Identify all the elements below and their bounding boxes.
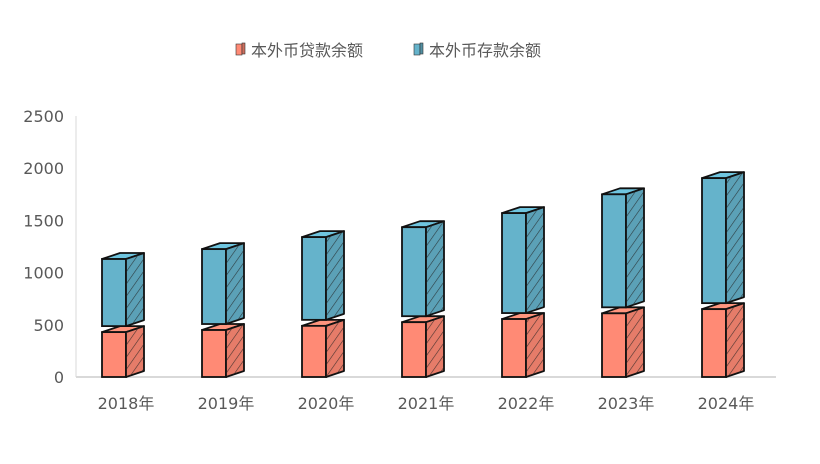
bar-loan [101,325,145,378]
bar-loan [701,302,745,378]
bar-deposit [201,242,245,325]
x-tick-label: 2019年 [198,394,255,413]
x-tick-label: 2018年 [98,394,155,413]
legend-label: 本外币存款余额 [429,41,541,60]
bar-side-hatch [226,243,244,325]
bar-deposit [401,220,445,318]
x-tick-label: 2022年 [498,394,555,413]
x-tick-label: 2024年 [698,394,755,413]
bar-side-hatch [126,253,144,327]
bar-side-hatch [626,188,644,308]
legend-item: 本外币存款余额 [413,41,541,60]
bar-deposit [301,230,345,321]
bar-front-face [401,226,427,318]
bar-front-face [201,248,227,325]
bar-front-face [601,312,627,378]
bar-loan [601,306,645,378]
bar-front-face [601,193,627,309]
bar-side-hatch [626,307,644,377]
bar-front-face [301,236,327,321]
y-tick-label: 500 [33,316,64,335]
legend-item: 本外币贷款余额 [235,41,363,60]
legend-label: 本外币贷款余额 [251,41,363,60]
bar-front-face [701,308,727,378]
bar-side-hatch [726,172,744,304]
bar-front-face [201,329,227,378]
bar-front-face [401,321,427,378]
bar-side-hatch [726,303,744,377]
legend-swatch-side [419,42,424,55]
bar-side-hatch [126,326,144,377]
bar-side-hatch [326,319,344,377]
bar-front-face [501,318,527,378]
bar-deposit [501,206,545,314]
bar-loan [201,323,245,378]
bar-side-hatch [426,221,444,317]
bar-front-face [501,212,527,314]
legend-swatch [235,43,243,56]
bar-front-face [101,331,127,378]
legend-swatch-side [241,42,246,55]
bar-deposit [601,187,645,309]
bar-deposit [101,252,145,328]
bar-loan [501,312,545,378]
bar-side-hatch [526,207,544,314]
bar-side-hatch [226,324,244,377]
bar-front-face [101,258,127,328]
bar-side-hatch [426,316,444,377]
x-tick-label: 2023年 [598,394,655,413]
y-tick-label: 2500 [23,107,64,126]
bar-front-face [701,177,727,305]
bar-side-hatch [526,313,544,377]
legend-swatch [413,43,421,56]
y-tick-label: 1000 [23,264,64,283]
bar-front-face [301,324,327,378]
bar-loan [301,318,345,378]
y-tick-label: 0 [54,368,64,387]
x-tick-label: 2020年 [298,394,355,413]
bar-side-hatch [326,231,344,320]
bar-deposit [701,171,745,305]
y-tick-label: 1500 [23,211,64,230]
x-tick-label: 2021年 [398,394,455,413]
bar-loan [401,315,445,378]
y-tick-label: 2000 [23,159,64,178]
